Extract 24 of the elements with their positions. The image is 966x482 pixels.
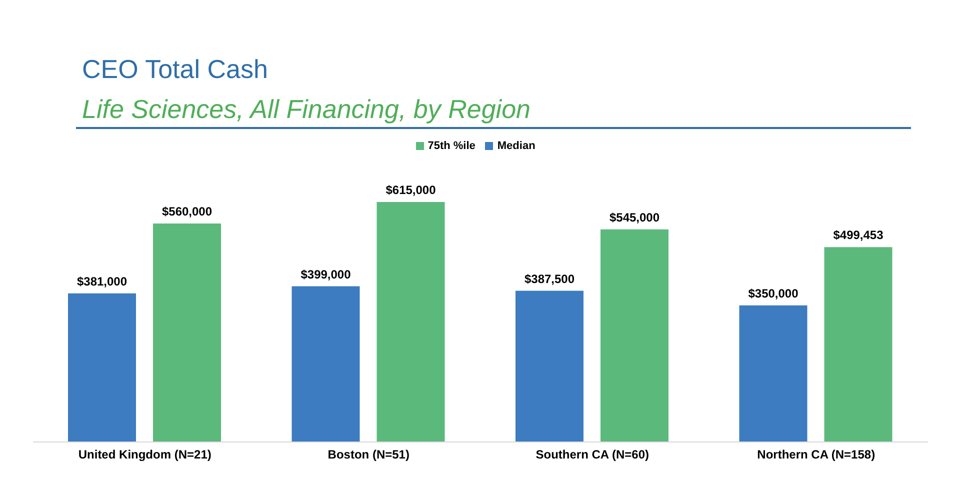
data-label: $560,000 (162, 204, 212, 218)
chart-title: CEO Total Cash (82, 54, 268, 85)
data-label: $387,500 (524, 272, 575, 286)
bar (68, 293, 136, 442)
legend-label: 75th %ile (428, 140, 476, 152)
bar (376, 202, 445, 442)
x-tick-label: United Kingdom (N=21) (78, 448, 212, 462)
chart-subtitle: Life Sciences, All Financing, by Region (82, 94, 530, 125)
bar (292, 286, 360, 442)
bar (739, 305, 808, 442)
bar (516, 290, 584, 442)
legend-label: Median (497, 140, 536, 152)
data-label: $499,453 (833, 228, 884, 242)
bar (600, 229, 668, 442)
x-tick-label: Boston (N=51) (328, 448, 410, 462)
data-label: $381,000 (76, 274, 128, 288)
data-label: $615,000 (386, 183, 436, 197)
data-label: $399,000 (300, 267, 352, 282)
data-label: $545,000 (609, 210, 660, 224)
x-tick-label: Southern CA (N=60) (536, 448, 649, 462)
bar (153, 223, 221, 442)
bar (824, 247, 892, 442)
x-tick-label: Northern CA (N=158) (757, 448, 876, 462)
data-label: $350,000 (748, 286, 799, 300)
